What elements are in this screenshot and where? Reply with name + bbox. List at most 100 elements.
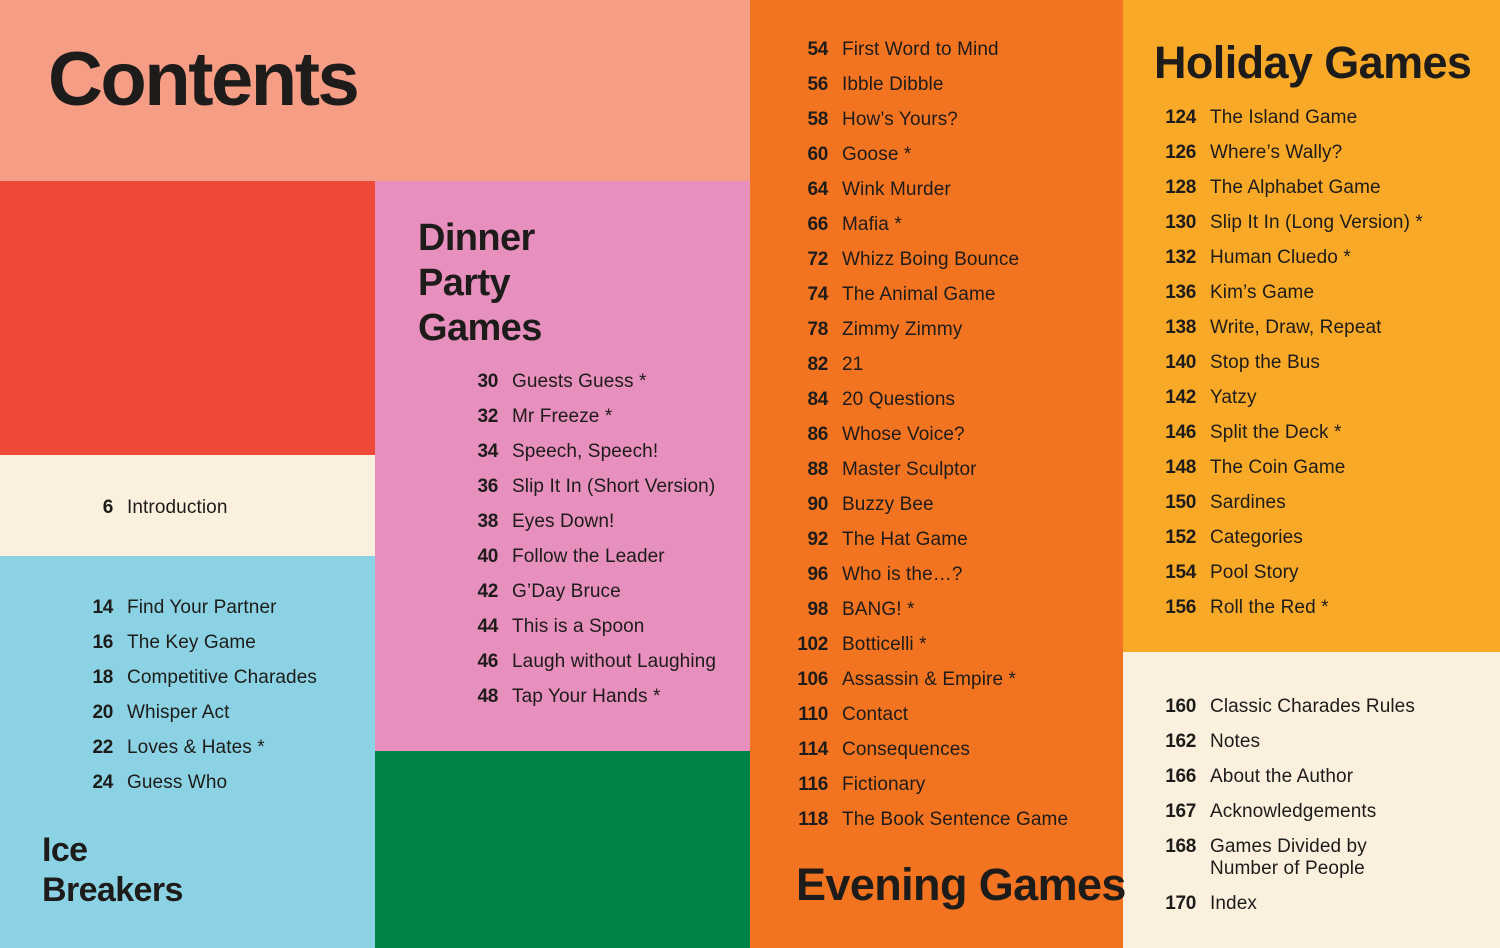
toc-entry: 44 This is a Spoon bbox=[428, 616, 716, 638]
entry-title: Notes bbox=[1210, 731, 1261, 752]
entry-page-number: 140 bbox=[1165, 352, 1196, 373]
entry-page-number: 110 bbox=[798, 704, 828, 725]
toc-entry: 160 Classic Charades Rules bbox=[1126, 696, 1415, 718]
evening-games-heading: Evening Games bbox=[796, 859, 1126, 910]
blue-ice-breakers-panel bbox=[0, 556, 375, 948]
toc-entry: 86 Whose Voice? bbox=[758, 424, 1068, 446]
entry-page-number: 98 bbox=[807, 599, 828, 620]
toc-entry: 124 The Island Game bbox=[1126, 107, 1423, 129]
entry-page-number: 92 bbox=[807, 529, 828, 550]
toc-entry: 96 Who is the…? bbox=[758, 564, 1068, 586]
entry-page-number: 38 bbox=[477, 511, 498, 532]
toc-entry: 48 Tap Your Hands * bbox=[428, 686, 716, 708]
entry-page-number: 160 bbox=[1165, 696, 1196, 717]
entry-title: Stop the Bus bbox=[1210, 352, 1320, 373]
toc-entry: 42 G’Day Bruce bbox=[428, 581, 716, 603]
entry-page-number: 136 bbox=[1165, 282, 1196, 303]
entry-page-number: 66 bbox=[807, 214, 828, 235]
entry-page-number: 114 bbox=[798, 739, 828, 760]
toc-entry: 102 Botticelli * bbox=[758, 634, 1068, 656]
entry-title: Who is the…? bbox=[842, 564, 963, 585]
entry-title: Loves & Hates * bbox=[127, 737, 265, 758]
entry-title: Wink Murder bbox=[842, 179, 951, 200]
toc-entry: 118 The Book Sentence Game bbox=[758, 809, 1068, 831]
entry-title: Follow the Leader bbox=[512, 546, 665, 567]
entry-page-number: 156 bbox=[1165, 597, 1196, 618]
entry-title: How’s Yours? bbox=[842, 109, 958, 130]
toc-entry: 142 Yatzy bbox=[1126, 387, 1423, 409]
entry-page-number: 132 bbox=[1165, 247, 1196, 268]
toc-entry: 36 Slip It In (Short Version) bbox=[428, 476, 716, 498]
toc-entry: 16 The Key Game bbox=[43, 632, 317, 654]
entry-title: Split the Deck * bbox=[1210, 422, 1342, 443]
entry-title: Eyes Down! bbox=[512, 511, 615, 532]
toc-entry: 130 Slip It In (Long Version) * bbox=[1126, 212, 1423, 234]
orange-evening-panel bbox=[750, 0, 1123, 948]
entry-page-number: 168 bbox=[1165, 836, 1196, 857]
entry-page-number: 24 bbox=[92, 772, 113, 793]
holiday-games-list: 124 The Island Game 126 Where’s Wally? 128 Th… bbox=[1126, 107, 1423, 632]
toc-entry: 116 Fictionary bbox=[758, 774, 1068, 796]
entry-page-number: 130 bbox=[1165, 212, 1196, 233]
toc-entry: 58 How’s Yours? bbox=[758, 109, 1068, 131]
toc-entry: 148 The Coin Game bbox=[1126, 457, 1423, 479]
toc-entry: 82 21 bbox=[758, 354, 1068, 376]
entry-page-number: 40 bbox=[477, 546, 498, 567]
toc-entry: 90 Buzzy Bee bbox=[758, 494, 1068, 516]
toc-entry: 132 Human Cluedo * bbox=[1126, 247, 1423, 269]
entry-page-number: 22 bbox=[92, 737, 113, 758]
entry-page-number: 170 bbox=[1165, 893, 1196, 914]
evening-games-list: 54 First Word to Mind 56 Ibble Dibble 58 How’… bbox=[758, 39, 1068, 844]
entry-title: Games Divided by Number of People bbox=[1210, 836, 1367, 879]
toc-entry: 14 Find Your Partner bbox=[43, 597, 317, 619]
entry-title: Index bbox=[1210, 893, 1257, 914]
entry-page-number: 46 bbox=[477, 651, 498, 672]
toc-entry: 136 Kim’s Game bbox=[1126, 282, 1423, 304]
toc-entry: 138 Write, Draw, Repeat bbox=[1126, 317, 1423, 339]
entry-title: The Animal Game bbox=[842, 284, 996, 305]
entry-title: Acknowledgements bbox=[1210, 801, 1377, 822]
toc-entry: 168 Games Divided by Number of People bbox=[1126, 836, 1415, 880]
toc-entry: 146 Split the Deck * bbox=[1126, 422, 1423, 444]
toc-entry: 64 Wink Murder bbox=[758, 179, 1068, 201]
entry-page-number: 64 bbox=[807, 179, 828, 200]
entry-title: The Book Sentence Game bbox=[842, 809, 1069, 830]
entry-page-number: 142 bbox=[1165, 387, 1196, 408]
entry-title: Tap Your Hands * bbox=[512, 686, 661, 707]
toc-entry: 22 Loves & Hates * bbox=[43, 737, 317, 759]
entry-page-number: 32 bbox=[477, 406, 498, 427]
entry-page-number: 42 bbox=[477, 581, 498, 602]
entry-page-number: 148 bbox=[1165, 457, 1196, 478]
entry-title: About the Author bbox=[1210, 766, 1354, 787]
entry-title: Where’s Wally? bbox=[1210, 142, 1343, 163]
toc-entry: 40 Follow the Leader bbox=[428, 546, 716, 568]
entry-title: Introduction bbox=[127, 497, 228, 518]
toc-entry: 84 20 Questions bbox=[758, 389, 1068, 411]
entry-title: Whose Voice? bbox=[842, 424, 965, 445]
entry-title: Write, Draw, Repeat bbox=[1210, 317, 1382, 338]
entry-title: Guess Who bbox=[127, 772, 228, 793]
dinner-party-list: 30 Guests Guess * 32 Mr Freeze * 34 Speech, S… bbox=[428, 371, 716, 721]
entry-page-number: 102 bbox=[797, 634, 828, 655]
entry-page-number: 16 bbox=[92, 632, 113, 653]
entry-page-number: 44 bbox=[477, 616, 498, 637]
ice-breakers-heading: Ice Breakers bbox=[42, 831, 183, 909]
toc-entry: 140 Stop the Bus bbox=[1126, 352, 1423, 374]
entry-title: Find Your Partner bbox=[127, 597, 277, 618]
entry-page-number: 56 bbox=[807, 74, 828, 95]
toc-entry: 34 Speech, Speech! bbox=[428, 441, 716, 463]
entry-title: Contact bbox=[842, 704, 909, 725]
entry-page-number: 166 bbox=[1165, 766, 1196, 787]
entry-title: Botticelli * bbox=[842, 634, 927, 655]
toc-entry: 20 Whisper Act bbox=[43, 702, 317, 724]
entry-page-number: 138 bbox=[1165, 317, 1196, 338]
entry-title: Classic Charades Rules bbox=[1210, 696, 1415, 717]
entry-page-number: 167 bbox=[1165, 801, 1196, 822]
entry-page-number: 74 bbox=[807, 284, 828, 305]
yellow-holiday-panel bbox=[1123, 0, 1500, 652]
entry-title: Zimmy Zimmy bbox=[842, 319, 963, 340]
toc-entry: 92 The Hat Game bbox=[758, 529, 1068, 551]
ice-breakers-list: 14 Find Your Partner 16 The Key Game 18 Compe… bbox=[43, 597, 317, 807]
entry-title: Kim’s Game bbox=[1210, 282, 1315, 303]
entry-page-number: 20 bbox=[92, 702, 113, 723]
